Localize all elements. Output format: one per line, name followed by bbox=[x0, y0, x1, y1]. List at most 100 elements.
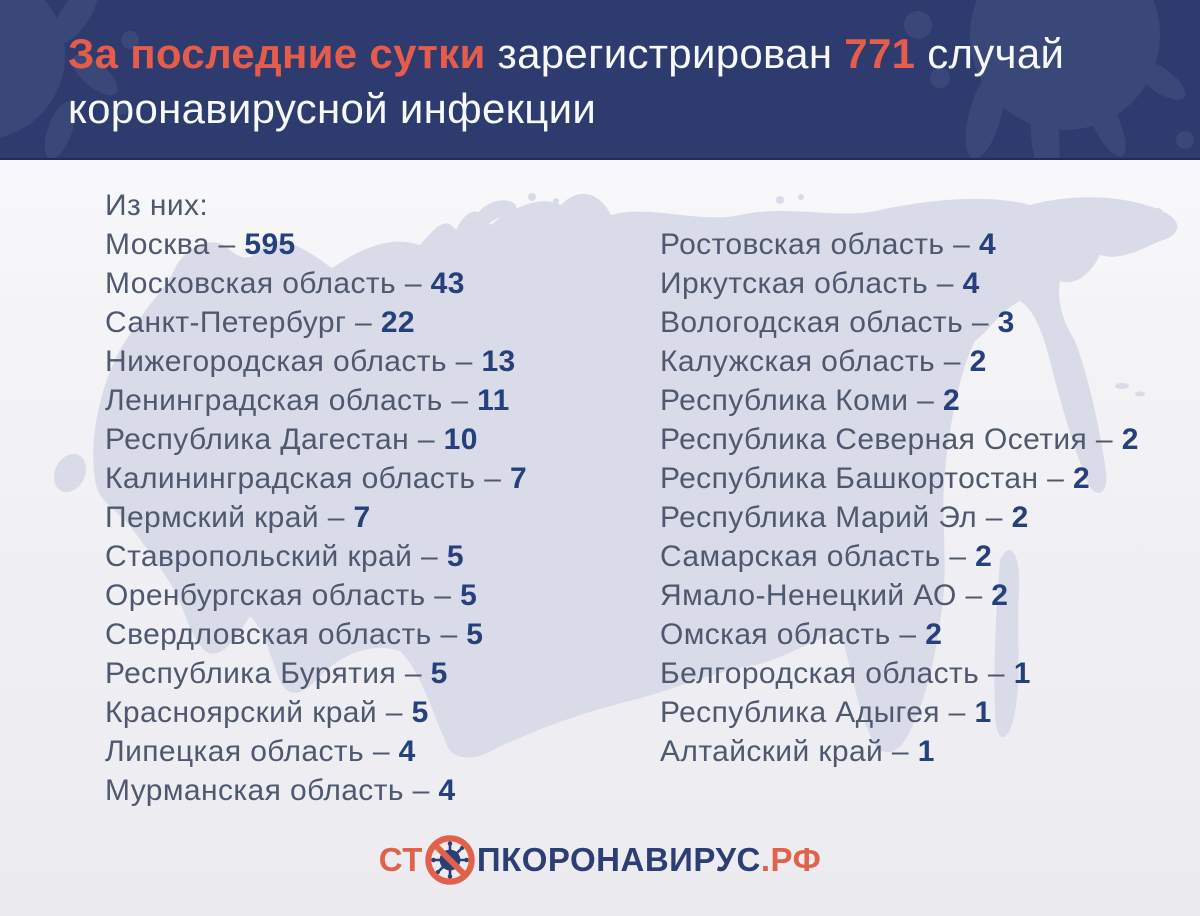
region-row: Республика Коми – 2 bbox=[660, 381, 1139, 420]
region-name: Самарская область – bbox=[660, 540, 976, 573]
region-name: Ростовская область – bbox=[660, 228, 979, 261]
region-name: Республика Коми – bbox=[660, 384, 943, 417]
list-intro: Из них: bbox=[105, 189, 209, 222]
region-value: 5 bbox=[430, 657, 448, 690]
region-name: Калужская область – bbox=[660, 345, 970, 378]
region-name: Республика Марий Эл – bbox=[660, 501, 1012, 534]
region-row: Ленинградская область – 11 bbox=[105, 381, 527, 420]
region-name: Республика Адыгея – bbox=[660, 696, 975, 729]
region-row: Иркутская область – 4 bbox=[660, 264, 1139, 303]
region-name: Республика Бурятия – bbox=[105, 657, 431, 690]
no-virus-icon bbox=[425, 835, 475, 885]
region-value: 2 bbox=[975, 540, 993, 573]
header-banner: За последние сутки зарегистрирован 771 с… bbox=[0, 0, 1200, 160]
region-row: Самарская область – 2 bbox=[660, 537, 1139, 576]
region-name: Иркутская область – bbox=[660, 267, 963, 300]
title-accent: За последние сутки bbox=[68, 30, 486, 77]
region-row: Калужская область – 2 bbox=[660, 342, 1139, 381]
region-value: 4 bbox=[978, 228, 997, 261]
region-row: Республика Дагестан – 10 bbox=[105, 420, 527, 459]
region-value: 2 bbox=[942, 384, 961, 417]
region-row: Калининградская область – 7 bbox=[105, 459, 527, 498]
region-name: Ставропольский край – bbox=[105, 540, 447, 573]
region-row: Липецкая область – 4 bbox=[105, 732, 527, 771]
region-value: 1 bbox=[974, 696, 992, 729]
region-row: Ямало-Ненецкий АО – 2 bbox=[660, 576, 1139, 615]
region-name: Омская область – bbox=[660, 618, 926, 651]
region-name: Белгородская область – bbox=[660, 657, 1014, 690]
region-row: Республика Башкортостан – 2 bbox=[660, 459, 1139, 498]
region-name: Республика Северная Осетия – bbox=[660, 423, 1122, 456]
region-list-right: Ростовская область – 4 Иркутская область … bbox=[660, 225, 1139, 771]
region-value: 2 bbox=[1121, 423, 1139, 456]
region-name: Ленинградская область – bbox=[105, 384, 478, 417]
region-value: 2 bbox=[1011, 501, 1029, 534]
stopcoronavirus-logo: СТ bbox=[379, 834, 822, 886]
region-value: 5 bbox=[460, 579, 478, 612]
region-name: Свердловская область – bbox=[105, 618, 467, 651]
page-title: За последние сутки зарегистрирован 771 с… bbox=[68, 26, 1064, 136]
region-value: 2 bbox=[1072, 462, 1091, 495]
region-value: 595 bbox=[244, 228, 296, 261]
virus-splatter-decoration bbox=[0, 0, 1194, 158]
logo-wordmark: ПКОРОНАВИРУС bbox=[476, 841, 761, 878]
region-value: 4 bbox=[398, 735, 416, 768]
region-name: Красноярский край – bbox=[105, 696, 412, 729]
title-line-1: За последние сутки зарегистрирован 771 с… bbox=[68, 26, 1064, 81]
region-value: 22 bbox=[380, 306, 416, 339]
region-row: Мурманская область – 4 bbox=[105, 771, 527, 810]
region-name: Москва – bbox=[105, 228, 245, 261]
region-row: Республика Адыгея – 1 bbox=[660, 693, 1139, 732]
region-value: 2 bbox=[925, 618, 943, 651]
region-row: Красноярский край – 5 bbox=[105, 693, 527, 732]
region-row: Вологодская область – 3 bbox=[660, 303, 1139, 342]
region-row: Омская область – 2 bbox=[660, 615, 1139, 654]
region-row: Белгородская область – 1 bbox=[660, 654, 1139, 693]
region-value: 5 bbox=[446, 540, 464, 573]
region-value: 7 bbox=[510, 462, 528, 495]
region-value: 1 bbox=[1013, 657, 1031, 690]
region-row: Алтайский край – 1 bbox=[660, 732, 1139, 771]
region-row: Ставропольский край – 5 bbox=[105, 537, 527, 576]
title-count: 771 bbox=[844, 30, 916, 77]
region-value: 43 bbox=[430, 267, 465, 300]
region-name: Пермский край – bbox=[105, 501, 354, 534]
region-row: Республика Северная Осетия – 2 bbox=[660, 420, 1139, 459]
title-text: зарегистрирован bbox=[485, 30, 845, 77]
region-name: Республика Башкортостан – bbox=[660, 462, 1073, 495]
region-row: Московская область – 43 bbox=[105, 264, 527, 303]
region-value: 3 bbox=[997, 306, 1015, 339]
region-value: 13 bbox=[481, 345, 516, 378]
title-tail: случай bbox=[915, 30, 1065, 77]
region-value: 1 bbox=[917, 735, 935, 768]
region-row: Оренбургская область – 5 bbox=[105, 576, 527, 615]
region-value: 4 bbox=[438, 774, 456, 807]
region-value: 10 bbox=[443, 423, 478, 456]
region-list-left: Из них: Москва – 595 Московская область –… bbox=[105, 186, 527, 810]
region-value: 7 bbox=[353, 501, 371, 534]
region-value: 4 bbox=[962, 267, 980, 300]
region-value: 5 bbox=[466, 618, 484, 651]
logo-prefix: СТ bbox=[378, 841, 423, 878]
logo-domain-suffix: .РФ bbox=[760, 841, 822, 878]
region-name: Алтайский край – bbox=[660, 735, 918, 768]
region-name: Оренбургская область – bbox=[105, 579, 461, 612]
region-row: Ростовская область – 4 bbox=[660, 225, 1139, 264]
region-value: 2 bbox=[991, 579, 1009, 612]
region-name: Московская область – bbox=[105, 267, 431, 300]
region-row: Москва – 595 bbox=[105, 225, 527, 264]
title-line-2: коронавирусной инфекции bbox=[68, 85, 597, 132]
region-row: Нижегородская область – 13 bbox=[105, 342, 527, 381]
region-name: Санкт-Петербург – bbox=[105, 306, 381, 339]
region-row: Санкт-Петербург – 22 bbox=[105, 303, 527, 342]
region-row: Пермский край – 7 bbox=[105, 498, 527, 537]
region-name: Калининградская область – bbox=[105, 462, 511, 495]
region-row: Республика Марий Эл – 2 bbox=[660, 498, 1139, 537]
region-name: Республика Дагестан – bbox=[105, 423, 444, 456]
region-row: Республика Бурятия – 5 bbox=[105, 654, 527, 693]
region-value: 11 bbox=[477, 384, 510, 417]
region-name: Нижегородская область – bbox=[105, 345, 482, 378]
region-name: Липецкая область – bbox=[105, 735, 399, 768]
